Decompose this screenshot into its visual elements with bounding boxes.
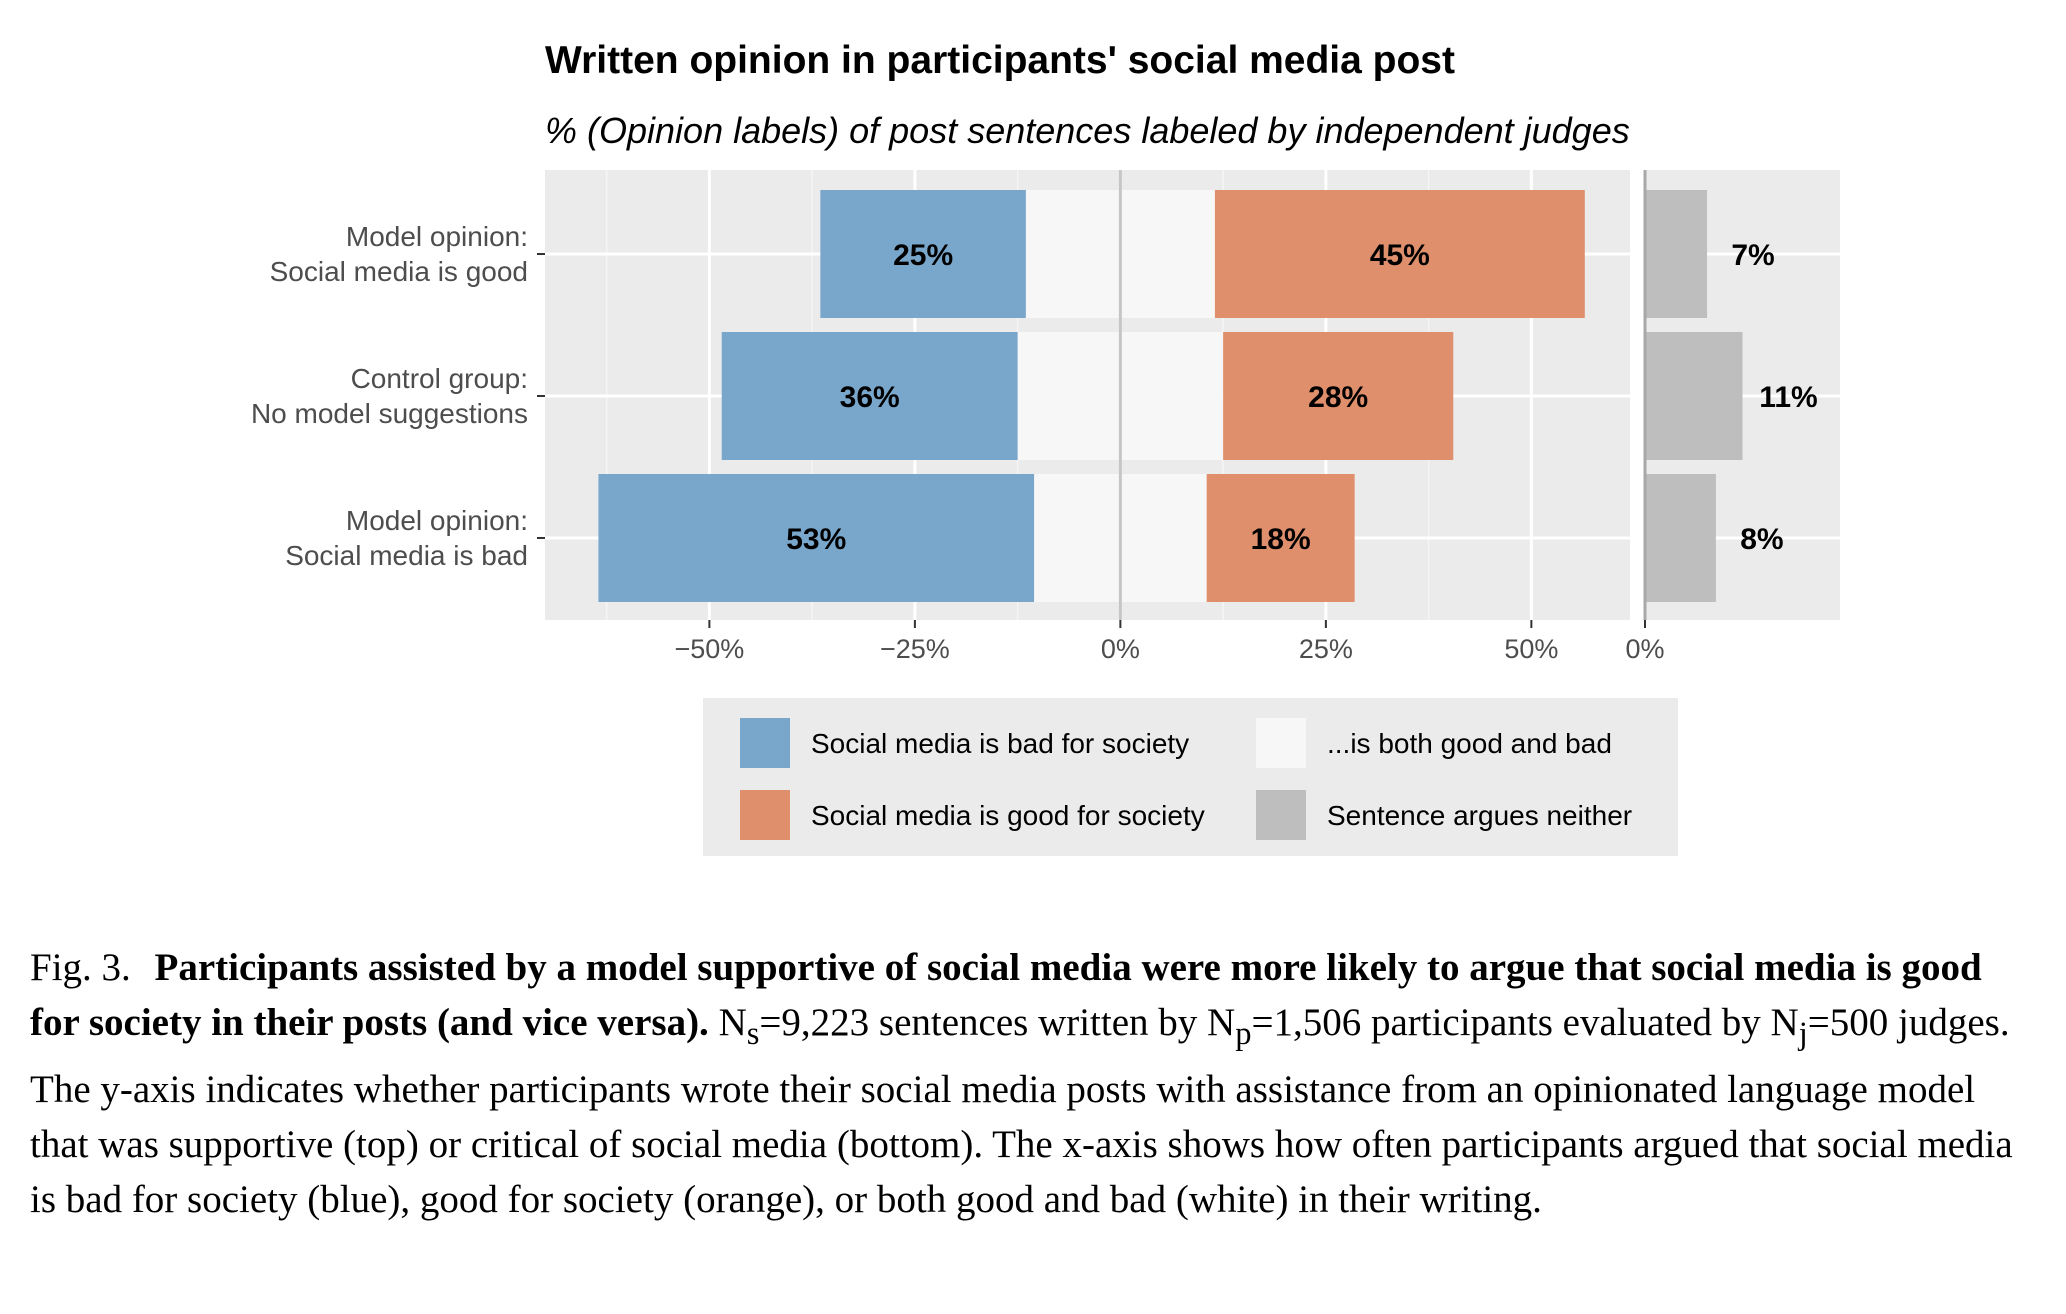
figure-label: Fig. 3. [30,946,131,989]
chart: Written opinion in participants' social … [251,39,1840,856]
legend-swatch [1256,718,1306,768]
bar-neither [1645,332,1743,460]
data-label-bad: 36% [840,381,900,414]
bar-good [1214,190,1585,318]
caption-np-sub: p [1235,1015,1252,1052]
figure-caption: Fig. 3. Participants assisted by a model… [30,940,2040,1227]
bar-neither [1645,190,1708,318]
bar-bad [721,332,1018,460]
main-panel: 25% 45% 36% 28% 53% 18% −50% −25% 0% 25% 50% [545,170,1630,664]
data-label-neither: 11% [1759,381,1817,414]
y-category-label-line2: Social media is bad [285,540,528,571]
x-tick-label: −50% [674,634,744,664]
legend-label: Social media is good for society [811,800,1205,831]
chart-subtitle: % (Opinion labels) of post sentences lab… [545,110,1630,151]
bar-good [1206,474,1355,602]
legend-label: Sentence argues neither [1327,800,1632,831]
x-tick-label: 50% [1504,634,1558,664]
caption-ns-value: =9,223 sentences written by N [759,1001,1236,1044]
legend-swatch [740,718,790,768]
legend-label: Social media is bad for society [811,728,1189,759]
x-tick-label: 25% [1299,634,1353,664]
bar-good [1223,332,1454,460]
data-label-neither: 7% [1731,239,1774,272]
y-category-label-line1: Model opinion: [346,505,528,536]
legend-swatch [740,790,790,840]
legend-swatch [1256,790,1306,840]
data-label-neither: 8% [1740,523,1783,556]
caption-bold: Participants assisted by a model support… [30,946,1982,1044]
caption-nj-sub: j [1798,1015,1808,1052]
bar-bad [598,474,1035,602]
caption-ns: N [718,1001,747,1044]
caption-nj-value: =500 judges. The y-axis indicates whethe… [30,1001,2013,1221]
data-label-good: 28% [1308,381,1368,414]
caption-ns-sub: s [746,1015,760,1052]
y-category-label-line1: Model opinion: [346,221,528,252]
data-label-good: 45% [1370,239,1430,272]
data-label-bad: 53% [786,523,846,556]
legend-label: ...is both good and bad [1327,728,1612,759]
x-tick-label: 0% [1101,634,1140,664]
data-label-good: 18% [1251,523,1311,556]
y-category-label-line2: Social media is good [270,256,528,287]
caption-np-value: =1,506 participants evaluated by N [1251,1001,1799,1044]
bar-bad [820,190,1026,318]
y-axis: Model opinion: Social media is good Contro… [251,221,545,571]
data-label-bad: 25% [893,239,953,272]
x-tick-label-side: 0% [1625,634,1664,664]
side-panel: 7% 11% 8% 0% [1625,170,1840,664]
bar-neither [1645,474,1716,602]
legend: Social media is bad for society ...is bot… [703,698,1678,856]
y-category-label-line1: Control group: [351,363,528,394]
legend-background [703,698,1678,856]
chart-title: Written opinion in participants' social … [545,39,1455,82]
y-category-label-line2: No model suggestions [251,398,528,429]
x-tick-label: −25% [880,634,950,664]
